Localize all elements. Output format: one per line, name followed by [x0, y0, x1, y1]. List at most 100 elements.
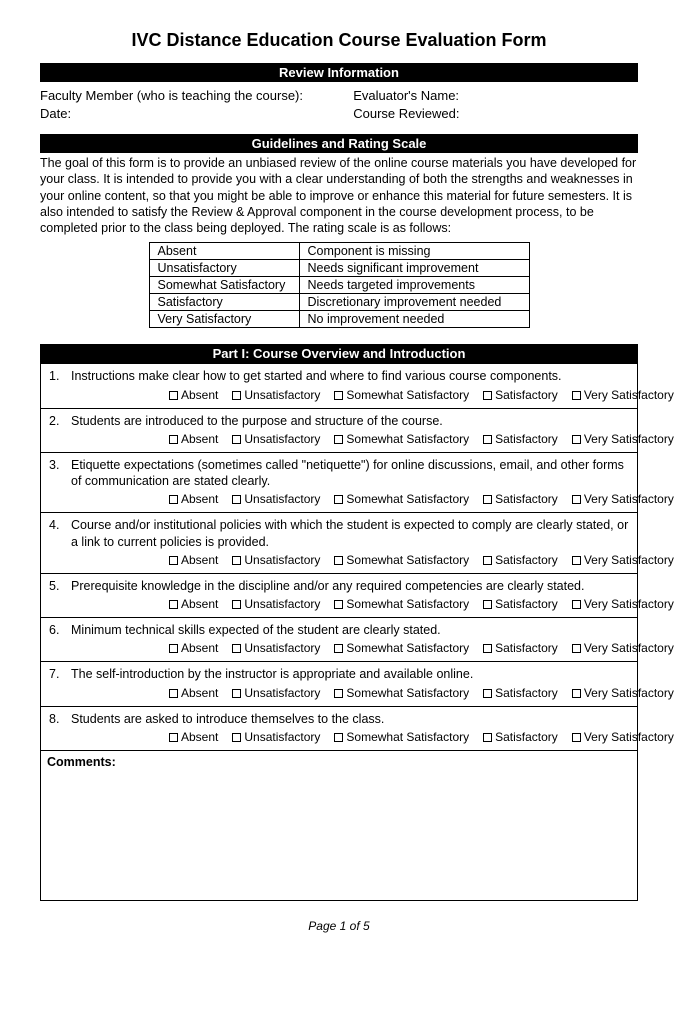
rating-option[interactable]: Unsatisfactory [232, 432, 320, 446]
checkbox-icon[interactable] [572, 495, 581, 504]
rating-option[interactable]: Unsatisfactory [232, 686, 320, 700]
rating-option-label: Very Satisfactory [584, 686, 674, 700]
guidelines-header: Guidelines and Rating Scale [40, 134, 638, 153]
rating-option[interactable]: Somewhat Satisfactory [334, 597, 469, 611]
checkbox-icon[interactable] [334, 556, 343, 565]
checkbox-icon[interactable] [232, 391, 241, 400]
rating-option[interactable]: Very Satisfactory [572, 553, 674, 567]
checkbox-icon[interactable] [483, 435, 492, 444]
rating-option-label: Satisfactory [495, 553, 558, 567]
checkbox-icon[interactable] [572, 689, 581, 698]
rating-option[interactable]: Somewhat Satisfactory [334, 432, 469, 446]
rating-option[interactable]: Absent [169, 432, 218, 446]
checkbox-icon[interactable] [483, 689, 492, 698]
checkbox-icon[interactable] [169, 391, 178, 400]
checkbox-icon[interactable] [483, 600, 492, 609]
rating-option[interactable]: Satisfactory [483, 730, 558, 744]
rating-option[interactable]: Very Satisfactory [572, 388, 674, 402]
checkbox-icon[interactable] [572, 644, 581, 653]
rating-option-label: Unsatisfactory [244, 492, 320, 506]
rating-option[interactable]: Unsatisfactory [232, 553, 320, 567]
rating-option-label: Unsatisfactory [244, 388, 320, 402]
rating-option[interactable]: Very Satisfactory [572, 686, 674, 700]
checkbox-icon[interactable] [572, 733, 581, 742]
checkbox-icon[interactable] [232, 495, 241, 504]
rating-option[interactable]: Absent [169, 686, 218, 700]
rating-option[interactable]: Satisfactory [483, 432, 558, 446]
rating-option[interactable]: Satisfactory [483, 641, 558, 655]
checkbox-icon[interactable] [232, 689, 241, 698]
rating-option[interactable]: Very Satisfactory [572, 597, 674, 611]
rating-scale-row: Very SatisfactoryNo improvement needed [149, 311, 529, 328]
rating-option[interactable]: Very Satisfactory [572, 730, 674, 744]
rating-option[interactable]: Somewhat Satisfactory [334, 730, 469, 744]
checkbox-icon[interactable] [483, 556, 492, 565]
checkbox-icon[interactable] [169, 556, 178, 565]
rating-option-label: Very Satisfactory [584, 553, 674, 567]
rating-option[interactable]: Satisfactory [483, 553, 558, 567]
rating-option[interactable]: Absent [169, 553, 218, 567]
page-footer: Page 1 of 5 [40, 919, 638, 933]
question-item: 6.Minimum technical skills expected of t… [41, 617, 637, 661]
checkbox-icon[interactable] [483, 391, 492, 400]
rating-option[interactable]: Very Satisfactory [572, 641, 674, 655]
checkbox-icon[interactable] [169, 733, 178, 742]
rating-scale-row: SatisfactoryDiscretionary improvement ne… [149, 294, 529, 311]
question-item: 5.Prerequisite knowledge in the discipli… [41, 573, 637, 617]
checkbox-icon[interactable] [334, 733, 343, 742]
checkbox-icon[interactable] [483, 733, 492, 742]
checkbox-icon[interactable] [572, 391, 581, 400]
checkbox-icon[interactable] [334, 689, 343, 698]
rating-scale-row: UnsatisfactoryNeeds significant improvem… [149, 260, 529, 277]
question-number: 6. [49, 622, 71, 638]
rating-option[interactable]: Satisfactory [483, 686, 558, 700]
checkbox-icon[interactable] [232, 556, 241, 565]
question-number: 5. [49, 578, 71, 594]
rating-option[interactable]: Unsatisfactory [232, 641, 320, 655]
rating-option[interactable]: Absent [169, 597, 218, 611]
checkbox-icon[interactable] [572, 556, 581, 565]
checkbox-icon[interactable] [232, 644, 241, 653]
checkbox-icon[interactable] [334, 391, 343, 400]
question-item: 7.The self-introduction by the instructo… [41, 661, 637, 705]
rating-option[interactable]: Unsatisfactory [232, 492, 320, 506]
rating-option[interactable]: Unsatisfactory [232, 730, 320, 744]
checkbox-icon[interactable] [169, 600, 178, 609]
rating-option-label: Very Satisfactory [584, 641, 674, 655]
rating-option[interactable]: Unsatisfactory [232, 597, 320, 611]
checkbox-icon[interactable] [334, 644, 343, 653]
checkbox-icon[interactable] [169, 644, 178, 653]
rating-option[interactable]: Absent [169, 730, 218, 744]
checkbox-icon[interactable] [169, 689, 178, 698]
rating-option[interactable]: Somewhat Satisfactory [334, 388, 469, 402]
checkbox-icon[interactable] [334, 495, 343, 504]
rating-option[interactable]: Unsatisfactory [232, 388, 320, 402]
rating-option[interactable]: Somewhat Satisfactory [334, 492, 469, 506]
rating-option[interactable]: Somewhat Satisfactory [334, 686, 469, 700]
checkbox-icon[interactable] [334, 600, 343, 609]
rating-option-label: Somewhat Satisfactory [346, 597, 469, 611]
checkbox-icon[interactable] [232, 435, 241, 444]
rating-option[interactable]: Satisfactory [483, 388, 558, 402]
checkbox-icon[interactable] [232, 733, 241, 742]
rating-option[interactable]: Very Satisfactory [572, 492, 674, 506]
checkbox-icon[interactable] [572, 600, 581, 609]
checkbox-icon[interactable] [232, 600, 241, 609]
checkbox-icon[interactable] [169, 495, 178, 504]
rating-option[interactable]: Absent [169, 492, 218, 506]
checkbox-icon[interactable] [483, 495, 492, 504]
rating-option[interactable]: Somewhat Satisfactory [334, 553, 469, 567]
rating-option[interactable]: Absent [169, 641, 218, 655]
checkbox-icon[interactable] [572, 435, 581, 444]
rating-option[interactable]: Satisfactory [483, 492, 558, 506]
checkbox-icon[interactable] [334, 435, 343, 444]
question-number: 4. [49, 517, 71, 550]
question-text: Prerequisite knowledge in the discipline… [71, 578, 631, 594]
rating-option[interactable]: Satisfactory [483, 597, 558, 611]
rating-option[interactable]: Very Satisfactory [572, 432, 674, 446]
rating-option-label: Absent [181, 432, 218, 446]
rating-option[interactable]: Absent [169, 388, 218, 402]
rating-option[interactable]: Somewhat Satisfactory [334, 641, 469, 655]
checkbox-icon[interactable] [483, 644, 492, 653]
checkbox-icon[interactable] [169, 435, 178, 444]
